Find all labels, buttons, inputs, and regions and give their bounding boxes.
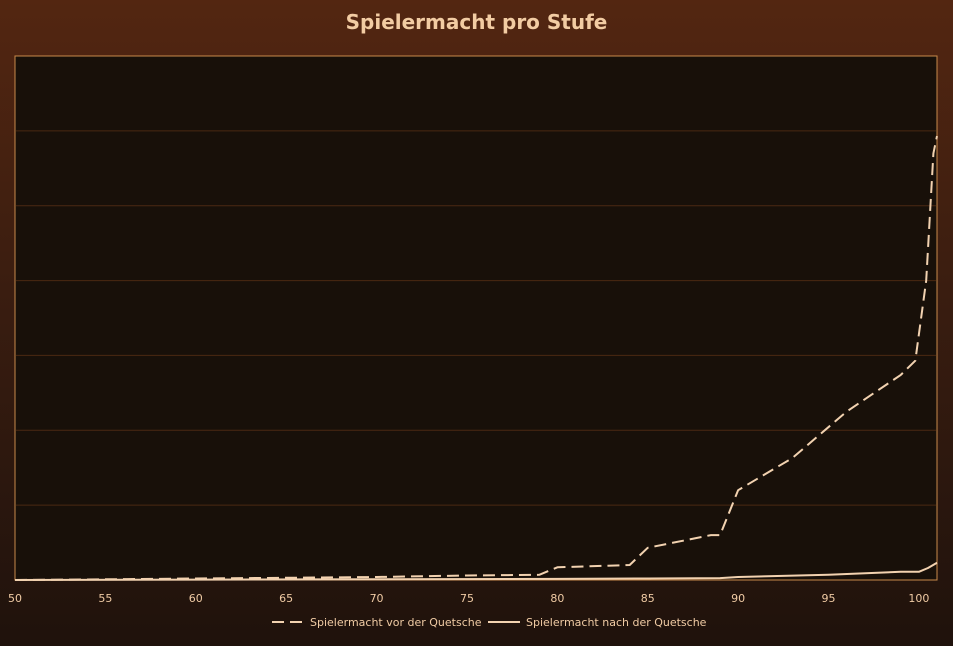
x-tick-label: 50	[8, 592, 22, 605]
plot-area	[14, 55, 938, 581]
x-tick-label: 60	[189, 592, 203, 605]
x-tick-label: 55	[98, 592, 112, 605]
x-tick-label: 95	[822, 592, 836, 605]
series-line-dashed	[14, 135, 938, 581]
chart-title: Spielermacht pro Stufe	[345, 10, 608, 34]
x-tick-label: 70	[370, 592, 384, 605]
x-tick-label: 75	[460, 592, 474, 605]
x-tick-label: 65	[279, 592, 293, 605]
series-line-solid	[14, 561, 938, 581]
legend: Spielermacht vor der Quetsche Spielermach…	[272, 616, 707, 629]
series-lines	[14, 135, 938, 581]
legend-label: Spielermacht vor der Quetsche	[310, 616, 482, 629]
x-axis-tick-labels: 50 55 60 65 70 75 80 85 90 95 100	[8, 592, 929, 605]
x-tick-label: 100	[908, 592, 929, 605]
legend-label: Spielermacht nach der Quetsche	[526, 616, 707, 629]
gridlines	[16, 130, 936, 506]
x-tick-label: 85	[641, 592, 655, 605]
x-tick-label: 80	[550, 592, 564, 605]
x-tick-label: 90	[731, 592, 745, 605]
